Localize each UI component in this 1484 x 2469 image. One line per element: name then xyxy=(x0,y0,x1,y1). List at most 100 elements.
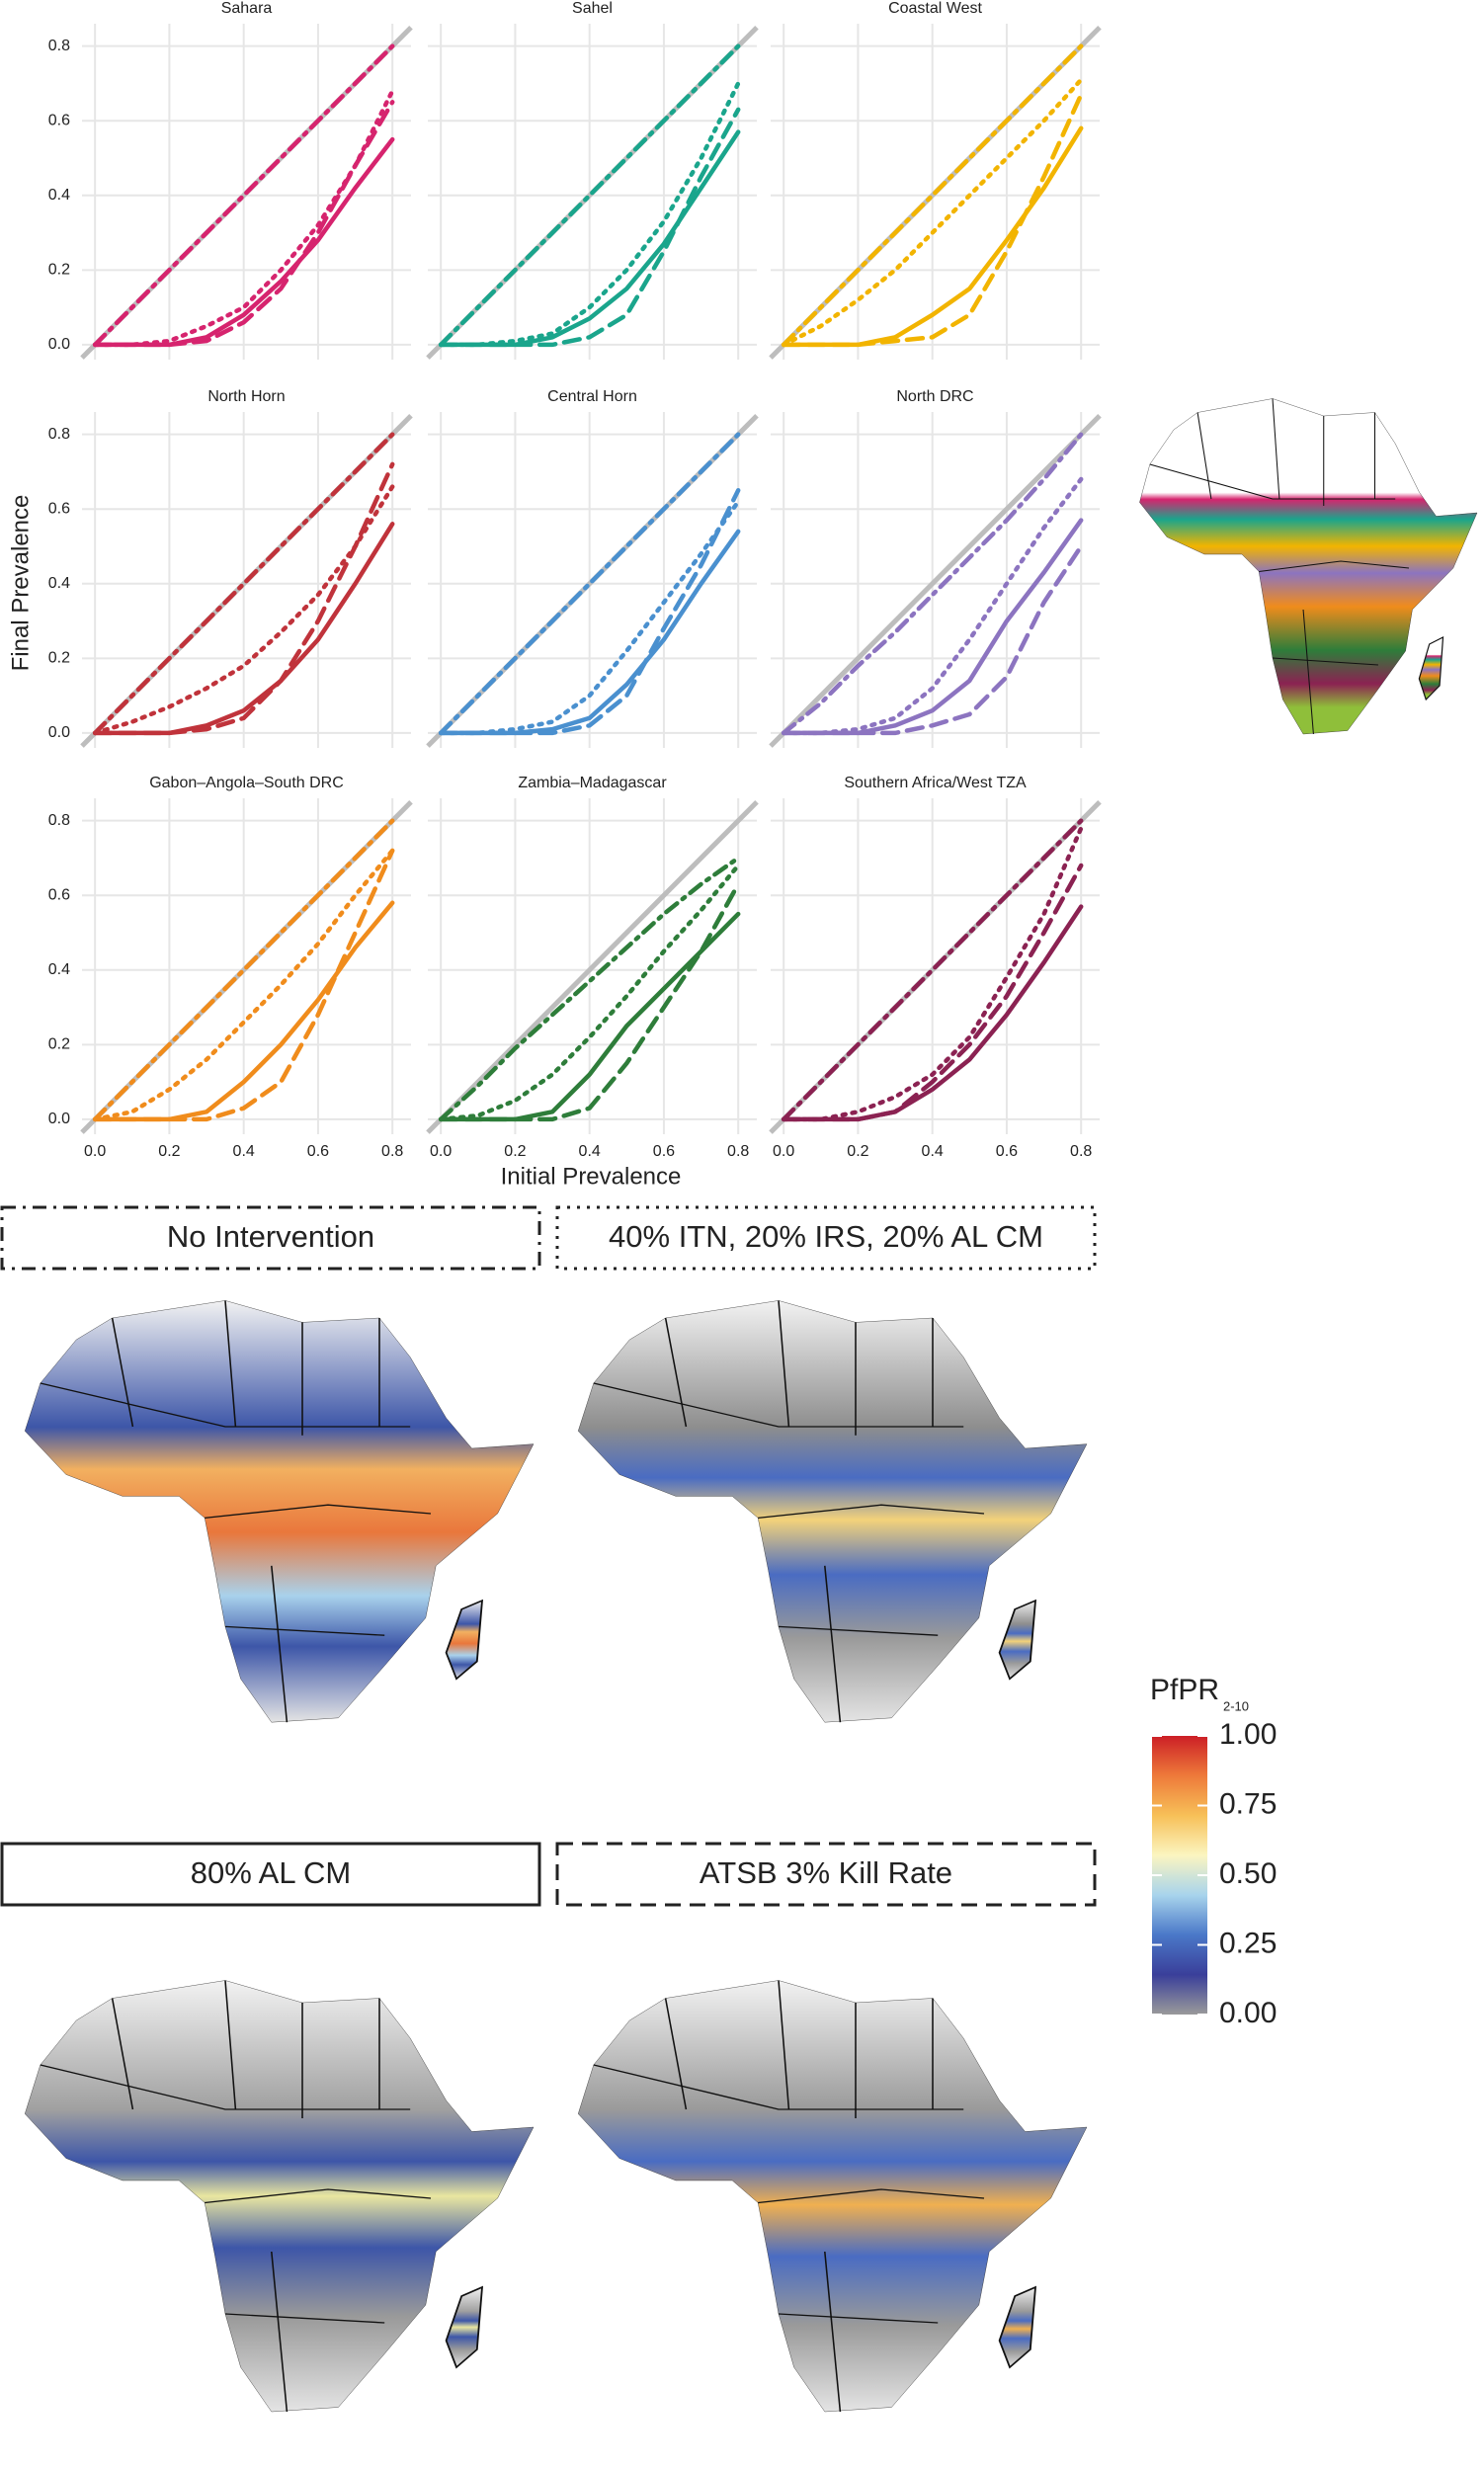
map-border xyxy=(271,2251,289,2413)
map-land xyxy=(578,1300,1087,1722)
legend-box xyxy=(0,1842,541,1907)
y-tick-label: 0.6 xyxy=(48,112,70,128)
legend-box xyxy=(555,1205,1097,1271)
legend-box xyxy=(555,1842,1097,1907)
y-tick-label: 0.2 xyxy=(48,650,70,667)
panel-title: Coastal West xyxy=(888,0,982,17)
map xyxy=(578,1300,1087,1722)
x-tick-label: 0.6 xyxy=(307,1143,329,1160)
panel-title: Central Horn xyxy=(547,388,637,405)
map-island xyxy=(998,1599,1037,1681)
y-tick-label: 0.8 xyxy=(48,812,70,829)
y-tick-label: 0.8 xyxy=(48,426,70,443)
map-border xyxy=(664,1998,688,2110)
series-line xyxy=(92,818,395,1122)
x-tick-label: 0.2 xyxy=(158,1143,180,1160)
colorbar-title: PfPR xyxy=(1150,1674,1219,1706)
series-line xyxy=(781,92,1084,348)
x-tick-label: 0.6 xyxy=(996,1143,1018,1160)
map-border xyxy=(778,1300,790,1428)
map-border xyxy=(224,1300,237,1428)
panel-title: North Horn xyxy=(207,388,285,405)
colorbar-tick-label: 0.50 xyxy=(1219,1857,1277,1890)
map-island xyxy=(998,2285,1037,2369)
series-line xyxy=(781,825,1084,1122)
series-line xyxy=(92,484,395,736)
map-land xyxy=(25,1300,534,1722)
series-line xyxy=(781,77,1084,348)
series-line xyxy=(438,881,741,1122)
map-border xyxy=(824,1565,842,1723)
x-tick-label: 0.2 xyxy=(504,1143,526,1160)
y-tick-label: 0.0 xyxy=(48,1111,70,1127)
map-border xyxy=(40,2064,411,2110)
map-border xyxy=(205,2188,432,2204)
colorbar-tick-label: 0.25 xyxy=(1219,1927,1277,1959)
legend-label: 40% ITN, 20% IRS, 20% AL CM xyxy=(609,1219,1043,1254)
series-line xyxy=(781,432,1084,736)
panel-title: Sahara xyxy=(221,0,273,17)
map-border xyxy=(224,2313,385,2324)
series-line xyxy=(92,432,395,736)
map-border xyxy=(824,2251,842,2413)
map-border xyxy=(758,1504,985,1520)
series-line xyxy=(438,43,741,348)
map xyxy=(25,1300,534,1722)
y-tick-label: 0.4 xyxy=(48,961,70,978)
y-tick-label: 0.2 xyxy=(48,262,70,279)
series-line xyxy=(781,43,1084,348)
map xyxy=(25,1981,534,2413)
map-border xyxy=(593,2064,964,2110)
x-tick-label: 0.4 xyxy=(579,1143,601,1160)
map-island xyxy=(1418,635,1444,701)
colorbar-subscript: 2-10 xyxy=(1223,1698,1249,1713)
series-line xyxy=(92,848,395,1122)
series-line xyxy=(781,543,1084,736)
map-border xyxy=(778,1980,790,2110)
identity-line xyxy=(426,800,759,1134)
panel-title: Gabon–Angola–South DRC xyxy=(149,775,344,791)
y-tick-label: 0.4 xyxy=(48,575,70,592)
panel-title: Zambia–Madagascar xyxy=(518,775,667,791)
x-tick-label: 0.8 xyxy=(381,1143,403,1160)
map-land xyxy=(578,1981,1087,2413)
map-border xyxy=(778,1625,939,1636)
y-tick-label: 0.0 xyxy=(48,336,70,353)
legend-label: No Intervention xyxy=(167,1219,374,1254)
map xyxy=(1139,399,1477,735)
y-tick-label: 0.8 xyxy=(48,38,70,54)
x-tick-label: 0.8 xyxy=(1070,1143,1092,1160)
map-border xyxy=(205,1504,432,1520)
map-border xyxy=(758,2188,985,2204)
map-border xyxy=(664,1317,688,1428)
series-line xyxy=(781,818,1084,1122)
y-tick-label: 0.0 xyxy=(48,724,70,741)
x-tick-label: 0.8 xyxy=(727,1143,749,1160)
map-border xyxy=(593,1382,964,1428)
y-tick-label: 0.4 xyxy=(48,187,70,204)
map-border xyxy=(1272,657,1378,666)
x-axis-title: Initial Prevalence xyxy=(501,1163,682,1190)
x-tick-label: 0.4 xyxy=(922,1143,944,1160)
identity-line xyxy=(769,414,1102,748)
map-border xyxy=(111,1998,134,2110)
colorbar-tick-label: 0.00 xyxy=(1219,1997,1277,2029)
series-line xyxy=(438,488,741,736)
map-border xyxy=(1196,412,1212,500)
series-line xyxy=(438,856,741,1122)
map-border xyxy=(40,1382,411,1428)
colorbar-tick-label: 0.75 xyxy=(1219,1787,1277,1820)
x-tick-label: 0.6 xyxy=(653,1143,675,1160)
y-tick-label: 0.6 xyxy=(48,500,70,517)
map xyxy=(578,1981,1087,2413)
map-border xyxy=(271,1565,289,1723)
colorbar-tick-label: 1.00 xyxy=(1219,1718,1277,1751)
series-line xyxy=(92,461,395,736)
series-line xyxy=(92,43,395,348)
series-line xyxy=(92,100,395,348)
panel-title: Southern Africa/West TZA xyxy=(844,775,1027,791)
map-border xyxy=(224,1625,385,1636)
x-tick-label: 0.0 xyxy=(84,1143,106,1160)
legend-box xyxy=(0,1205,541,1271)
